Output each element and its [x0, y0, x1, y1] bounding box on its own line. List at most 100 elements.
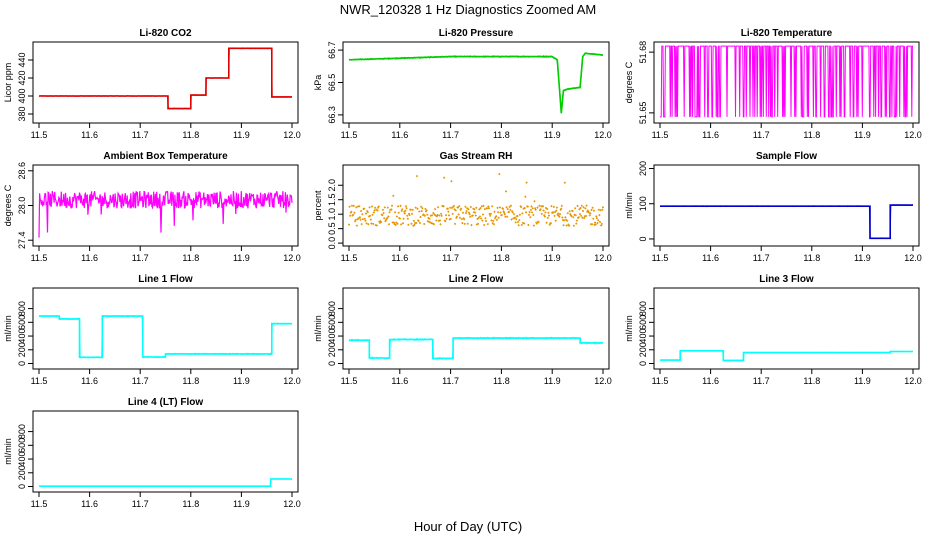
y-tick-label: 400 — [17, 88, 27, 103]
y-axis-label: degrees C — [624, 61, 634, 103]
series-step-line — [39, 315, 292, 359]
x-tick-label: 11.8 — [182, 130, 199, 140]
panel-title: Li-820 Temperature — [741, 28, 833, 39]
y-tick-label: 66.3 — [327, 106, 337, 124]
x-tick-label: 11.6 — [702, 130, 719, 140]
x-tick-label: 11.8 — [803, 376, 820, 386]
y-tick-label: 400 — [638, 329, 648, 344]
x-tick-label: 11.7 — [753, 253, 770, 263]
series-line — [38, 478, 292, 487]
x-tick-label: 12.0 — [904, 253, 922, 263]
x-axis: 11.5 11.6 11.7 11.8 11.9 12.0 — [652, 246, 922, 263]
y-tick-label: 66.7 — [327, 41, 337, 59]
series-line — [38, 314, 293, 359]
panel-1: Li-820 CO2 11.5 11.6 11.7 11.8 11.9 12.0 380 400… — [3, 28, 301, 140]
panel-2: Li-820 Pressure 11.5 11.6 11.7 11.8 11.9 12.0 6… — [313, 28, 612, 140]
x-tick-label: 11.5 — [652, 376, 669, 386]
x-axis: 11.5 11.6 11.7 11.8 11.9 12.0 — [652, 123, 922, 140]
y-tick-label: 0 — [17, 484, 27, 489]
y-tick-label: 380 — [17, 106, 27, 121]
x-tick-label: 11.5 — [652, 253, 669, 263]
x-axis: 11.5 11.6 11.7 11.8 11.9 12.0 — [341, 369, 612, 386]
y-tick-label: 600 — [17, 438, 27, 453]
x-tick-label: 12.0 — [283, 499, 301, 509]
y-axis-label: kPa — [313, 75, 323, 91]
x-axis: 11.5 11.6 11.7 11.8 11.9 12.0 — [31, 369, 301, 386]
x-tick-label: 12.0 — [594, 376, 612, 386]
y-tick-label: 2.0 — [327, 179, 337, 192]
y-axis: 51.65 51.68 — [638, 41, 654, 124]
x-tick-label: 11.8 — [182, 253, 199, 263]
x-tick-label: 11.7 — [753, 376, 770, 386]
series-step-line — [348, 52, 604, 114]
y-tick-label: 400 — [17, 452, 27, 467]
x-tick-label: 11.6 — [81, 376, 98, 386]
y-axis-label: ml/min — [3, 438, 13, 465]
x-tick-label: 11.6 — [81, 499, 98, 509]
panel-10: Line 4 (LT) Flow 11.5 11.6 11.7 11.8 11.9 12.0… — [3, 397, 301, 509]
x-tick-label: 11.8 — [182, 499, 199, 509]
y-axis-label: percent — [313, 190, 323, 221]
x-tick-label: 11.5 — [652, 130, 669, 140]
x-tick-label: 11.7 — [442, 253, 459, 263]
x-tick-label: 12.0 — [283, 130, 301, 140]
series-step-line — [660, 349, 913, 362]
plot-frame — [342, 164, 610, 247]
y-axis-label: Licor ppm — [3, 63, 13, 103]
y-axis: 66.3 66.5 66.7 — [327, 41, 343, 124]
x-tick-label: 12.0 — [283, 376, 301, 386]
y-tick-label: 0 — [17, 361, 27, 366]
series-line — [659, 204, 913, 240]
plot-frame — [32, 287, 299, 370]
plot-frame — [342, 287, 610, 370]
x-tick-label: 12.0 — [904, 376, 922, 386]
y-tick-label: 420 — [17, 70, 27, 85]
x-tick-label: 11.9 — [233, 499, 250, 509]
series-line — [660, 45, 913, 118]
x-axis: 11.5 11.6 11.7 11.8 11.9 12.0 — [652, 369, 922, 386]
y-tick-label: 0 — [638, 236, 648, 241]
plot-frame — [653, 287, 920, 370]
x-tick-label: 11.8 — [493, 253, 510, 263]
x-tick-label: 11.5 — [31, 499, 48, 509]
y-axis-label: ml/min — [624, 192, 634, 219]
panel-title: Ambient Box Temperature — [103, 151, 228, 162]
x-tick-label: 11.9 — [544, 253, 561, 263]
x-tick-label: 11.5 — [341, 376, 358, 386]
x-tick-label: 11.8 — [182, 376, 199, 386]
series-line — [38, 47, 293, 110]
panel-title: Sample Flow — [756, 151, 817, 162]
panel-3: Li-820 Temperature 11.5 11.6 11.7 11.8 11.9 12… — [624, 28, 922, 140]
figure-title: NWR_120328 1 Hz Diagnostics Zoomed AM — [340, 2, 597, 17]
y-axis-label: ml/min — [313, 315, 323, 342]
x-tick-label: 11.6 — [702, 376, 719, 386]
y-tick-label: 800 — [17, 424, 27, 439]
x-axis: 11.5 11.6 11.7 11.8 11.9 12.0 — [341, 246, 612, 263]
y-axis-label: degrees C — [3, 184, 13, 226]
panel-8: Line 2 Flow 11.5 11.6 11.7 11.8 11.9 12.0 0 2004… — [313, 274, 612, 386]
panel-grid: Li-820 CO2 11.5 11.6 11.7 11.8 11.9 12.0 380 400… — [3, 28, 922, 509]
x-tick-label: 11.9 — [233, 376, 250, 386]
series-step-line — [660, 204, 913, 240]
x-tick-label: 11.9 — [544, 130, 561, 140]
panel-5: Gas Stream RH 11.5 11.6 11.7 11.8 11.9 12.0 0.0… — [313, 151, 612, 263]
x-tick-label: 11.7 — [132, 499, 149, 509]
x-tick-label: 11.6 — [81, 130, 98, 140]
plot-frame — [32, 410, 299, 493]
y-tick-label: 200 — [327, 342, 337, 357]
y-tick-label: 28.6 — [17, 162, 27, 180]
x-tick-label: 11.7 — [442, 376, 459, 386]
x-tick-label: 11.8 — [803, 253, 820, 263]
panel-7: Line 1 Flow 11.5 11.6 11.7 11.8 11.9 12.0 0 2004… — [3, 274, 301, 386]
x-tick-label: 11.5 — [31, 130, 48, 140]
x-tick-label: 11.9 — [854, 376, 871, 386]
y-tick-label: 0.5 — [327, 222, 337, 235]
y-tick-label: 600 — [638, 315, 648, 330]
y-tick-label: 1.0 — [327, 208, 337, 221]
y-tick-label: 1.5 — [327, 193, 337, 206]
